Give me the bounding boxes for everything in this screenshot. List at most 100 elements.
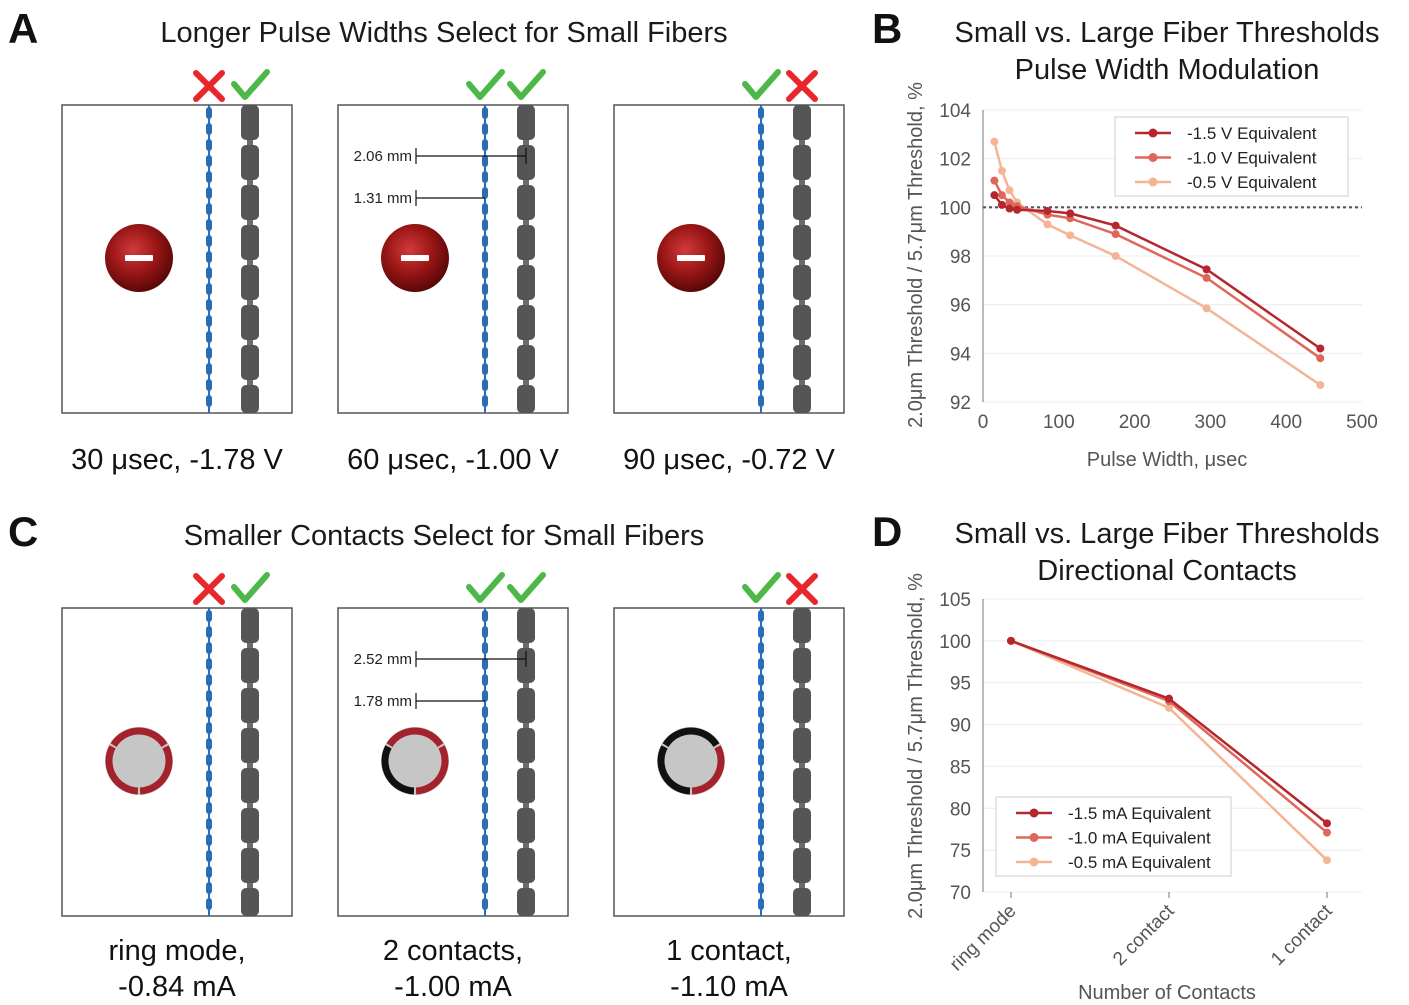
panel-a-diagrams: 30 μsec, -1.78 V 2.06 mm 1.31 mm 60 μsec, -… (61, 69, 845, 476)
cross-icon (786, 70, 818, 102)
2-contacts-electrode (381, 727, 449, 795)
data-point (1202, 304, 1211, 313)
chart-b-x-axis-label: Pulse Width, μsec (1087, 449, 1247, 471)
check-icon (466, 69, 505, 100)
small-fiber (206, 105, 212, 413)
distance-label-large: 2.06 mm (354, 148, 412, 165)
minus-icon (401, 255, 429, 261)
panel-letter-a: A (8, 5, 38, 52)
diagram-caption: ring mode, (108, 935, 245, 967)
panel-letter-b: B (872, 5, 902, 52)
legend-entry: -0.5 V Equivalent (1187, 173, 1317, 192)
check-icon (742, 69, 781, 100)
series-line (993, 194, 1322, 350)
small-fiber (758, 608, 764, 916)
chart-d-x-axis-label: Number of Contacts (1078, 982, 1256, 1004)
diagram-box-3: 90 μsec, -0.72 V (613, 69, 845, 476)
large-fiber (517, 105, 535, 413)
legend-entry: -0.5 mA Equivalent (1068, 853, 1211, 872)
diagram-box-1: 30 μsec, -1.78 V (61, 69, 293, 476)
data-point (997, 166, 1006, 175)
x-tick-label: 200 (1119, 412, 1151, 433)
y-tick-label: 100 (939, 198, 971, 219)
minus-icon (677, 255, 705, 261)
large-fiber (793, 608, 811, 916)
chart-d-title-line-1: Small vs. Large Fiber Thresholds (955, 518, 1380, 550)
legend-marker (1029, 857, 1039, 867)
data-point (1066, 209, 1075, 218)
legend: -1.5 V Equivalent -1.0 V Equivalent -0.5 V… (1114, 116, 1349, 197)
diagram-caption: 2 contacts, (383, 935, 523, 967)
data-point (1043, 206, 1052, 215)
y-tick-label: 75 (950, 841, 971, 862)
legend-marker (1148, 153, 1158, 162)
data-point (1007, 636, 1015, 645)
legend-marker (1148, 177, 1158, 187)
x-tick-label: 2 contact (1109, 900, 1179, 970)
small-fiber (206, 608, 212, 916)
data-point (1316, 344, 1325, 353)
diagram-caption: -1.10 mA (670, 971, 788, 1003)
x-tick-label: 500 (1346, 412, 1378, 433)
contact-segment (415, 745, 449, 795)
small-fiber (758, 105, 764, 413)
y-tick-label: 100 (939, 632, 971, 653)
contact-segment (662, 727, 720, 748)
large-fiber (241, 608, 259, 916)
data-point (990, 137, 999, 146)
chart-b-title-line-2: Pulse Width Modulation (1015, 54, 1320, 86)
data-point (1165, 703, 1173, 712)
chart-b-title-line-1: Small vs. Large Fiber Thresholds (955, 17, 1380, 49)
chart-d-title-line-2: Directional Contacts (1037, 555, 1297, 587)
x-tick-label: 100 (1043, 412, 1075, 433)
x-tick-label: 1 contact (1267, 900, 1337, 970)
contact-segment (139, 745, 173, 795)
minus-icon (125, 255, 153, 261)
distance-label-small: 1.78 mm (354, 693, 412, 710)
data-point (1005, 204, 1014, 213)
data-point (997, 191, 1006, 200)
contact-segment (105, 745, 139, 795)
data-point (1165, 694, 1173, 703)
x-tick-label: ring mode (946, 901, 1021, 976)
diagram-box-2: 2.06 mm 1.31 mm 60 μsec, -1.00 V (337, 69, 569, 476)
data-point (1323, 819, 1331, 828)
panel-c-diagrams: ring mode, -0.84 mA 2.52 mm 1.78 mm 2 contac… (61, 572, 845, 1003)
contact-segment (691, 745, 725, 795)
legend-entry: -1.5 V Equivalent (1187, 124, 1317, 143)
y-tick-label: 70 (950, 883, 971, 904)
check-icon (231, 572, 270, 603)
cathode-electrode (657, 224, 725, 292)
y-tick-label: 105 (939, 590, 971, 611)
y-tick-label: 104 (939, 101, 971, 122)
legend-entry: -1.0 mA Equivalent (1068, 829, 1211, 848)
diagram-box-3: 1 contact, -1.10 mA (613, 572, 845, 1003)
check-icon (742, 572, 781, 603)
diagram-box-2: 2.52 mm 1.78 mm 2 contacts, -1.00 mA (337, 572, 569, 1003)
panel-a-title: Longer Pulse Widths Select for Small Fib… (160, 17, 727, 49)
data-point (1043, 220, 1052, 229)
diagram-caption: -1.00 mA (394, 971, 512, 1003)
1-contact-electrode (657, 727, 725, 795)
cross-icon (786, 573, 818, 605)
distance-label-small: 1.31 mm (354, 190, 412, 207)
diagram-caption: 1 contact, (666, 935, 792, 967)
large-fiber (241, 105, 259, 413)
data-point (1111, 221, 1120, 230)
chart-b-pulse-width: Small vs. Large Fiber Thresholds Pulse W… (905, 17, 1379, 471)
large-fiber (793, 105, 811, 413)
diagram-box-1: ring mode, -0.84 mA (61, 572, 293, 1003)
panel-letter-c: C (8, 508, 38, 555)
data-point (1202, 273, 1211, 282)
legend-marker (1029, 833, 1039, 842)
cross-icon (193, 573, 225, 605)
data-point (1066, 231, 1075, 240)
y-tick-label: 85 (950, 757, 971, 778)
data-point (990, 191, 999, 200)
data-point (1013, 205, 1022, 214)
data-point (1323, 828, 1331, 837)
x-tick-label: 400 (1270, 412, 1302, 433)
x-tick-label: 300 (1195, 412, 1227, 433)
data-point (1005, 198, 1014, 207)
